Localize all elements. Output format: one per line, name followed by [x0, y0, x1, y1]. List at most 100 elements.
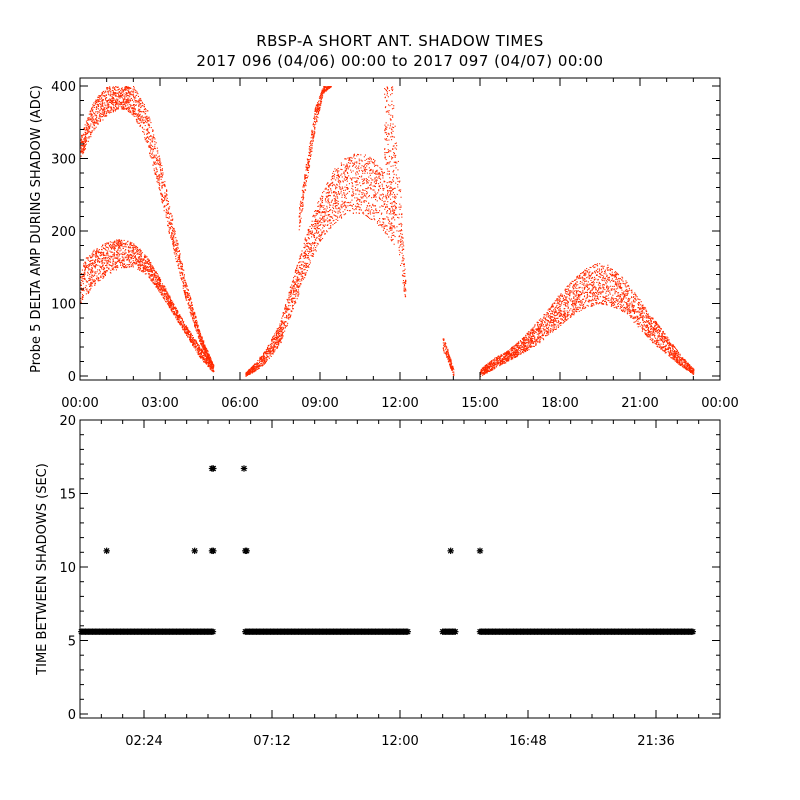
- amp-point: [83, 263, 85, 265]
- amp-point: [382, 193, 384, 195]
- amp-point: [187, 336, 189, 338]
- amp-point: [166, 190, 168, 192]
- amp-point: [292, 289, 294, 291]
- amp-point: [112, 94, 114, 96]
- amp-point: [95, 100, 97, 102]
- amp-point: [99, 260, 101, 262]
- amp-point: [202, 339, 204, 341]
- amp-point: [159, 291, 161, 293]
- amp-point: [314, 232, 316, 234]
- amp-point: [112, 256, 114, 258]
- amp-point: [124, 246, 126, 248]
- amp-point: [131, 251, 133, 253]
- amp-point: [118, 92, 120, 94]
- amp-point: [86, 266, 88, 268]
- amp-point: [93, 266, 95, 268]
- amp-point: [190, 305, 192, 307]
- amp-point: [140, 258, 142, 260]
- amp-point: [301, 253, 303, 255]
- amp-point: [170, 299, 172, 301]
- amp-point: [125, 99, 127, 101]
- amp-point: [89, 279, 91, 281]
- amp-point: [115, 94, 117, 96]
- amp-point: [183, 279, 185, 281]
- amp-point: [360, 154, 362, 156]
- amp-point: [97, 260, 99, 262]
- amp-point: [278, 343, 280, 345]
- amp-point: [384, 225, 386, 227]
- amp-point: [175, 261, 177, 263]
- amp-point: [168, 298, 170, 300]
- amp-point: [270, 344, 272, 346]
- amp-point: [94, 265, 96, 267]
- amp-point: [129, 98, 131, 100]
- amp-point: [353, 156, 355, 158]
- amp-point: [161, 195, 163, 197]
- amp-point: [272, 336, 274, 338]
- amp-point: [152, 280, 154, 282]
- amp-point: [184, 281, 186, 283]
- amp-point: [393, 231, 395, 233]
- amp-point: [98, 100, 100, 102]
- amp-point: [194, 312, 196, 314]
- amp-point: [103, 270, 105, 272]
- amp-point: [82, 134, 84, 136]
- amp-point: [249, 370, 251, 372]
- amp-point: [199, 355, 201, 357]
- amp-point: [321, 234, 323, 236]
- amp-point: [343, 164, 345, 166]
- amp-point: [151, 278, 153, 280]
- amp-point: [127, 97, 129, 99]
- amp-point: [133, 111, 135, 113]
- amp-point: [304, 247, 306, 249]
- amp-point: [278, 333, 280, 335]
- amp-point: [129, 91, 131, 93]
- amp-point: [86, 257, 88, 259]
- amp-point: [139, 269, 141, 271]
- amp-point: [116, 100, 118, 102]
- amp-point: [127, 241, 129, 243]
- amp-point: [103, 251, 105, 253]
- amp-point: [192, 338, 194, 340]
- amp-point: [190, 336, 192, 338]
- amp-point: [189, 340, 191, 342]
- amp-point: [256, 366, 258, 368]
- amp-point: [331, 212, 333, 214]
- amp-point: [328, 211, 330, 213]
- amp-point: [93, 125, 95, 127]
- amp-point: [89, 289, 91, 291]
- amp-point: [157, 158, 159, 160]
- amp-point: [172, 241, 174, 243]
- amp-point: [178, 261, 180, 263]
- amp-point: [116, 241, 118, 243]
- amp-point: [179, 254, 181, 256]
- amp-point: [103, 275, 105, 277]
- amp-point: [115, 105, 117, 107]
- amp-point: [369, 172, 371, 174]
- amp-point: [137, 256, 139, 258]
- amp-point: [138, 104, 140, 106]
- amp-point: [258, 364, 260, 366]
- amp-point: [205, 362, 207, 364]
- amp-point: [364, 193, 366, 195]
- amp-point: [201, 351, 203, 353]
- amp-point: [148, 269, 150, 271]
- amp-point: [84, 267, 86, 269]
- amp-point: [92, 263, 94, 265]
- amp-point: [185, 283, 187, 285]
- amp-point: [157, 182, 159, 184]
- amp-point: [84, 278, 86, 280]
- amp-point: [281, 335, 283, 337]
- amp-point: [359, 191, 361, 193]
- amp-point: [80, 155, 82, 157]
- amp-point: [117, 257, 119, 259]
- amp-point: [262, 356, 264, 358]
- amp-point: [160, 288, 162, 290]
- amp-point: [198, 345, 200, 347]
- amp-point: [94, 115, 96, 117]
- amp-point: [151, 153, 153, 155]
- amp-point: [354, 158, 356, 160]
- amp-point: [318, 228, 320, 230]
- amp-point: [172, 243, 174, 245]
- amp-point: [273, 341, 275, 343]
